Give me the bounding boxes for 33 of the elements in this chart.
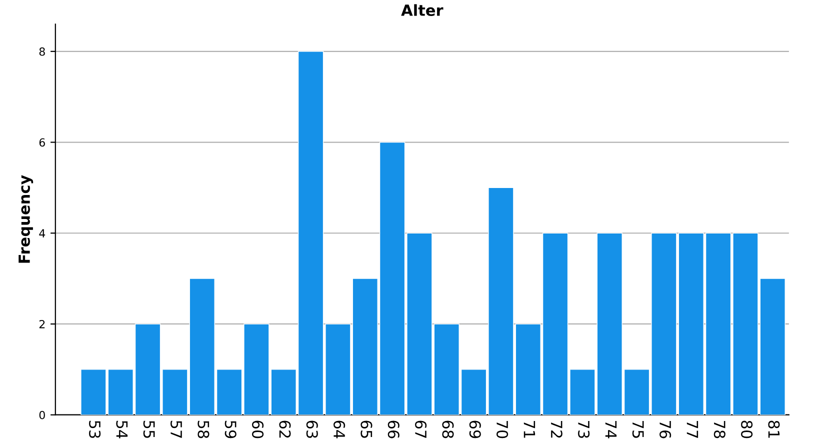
x-tick-label: 81 [768, 420, 780, 438]
y-tick-label: 0 [39, 410, 45, 420]
x-tick-label: 68 [442, 420, 454, 438]
x-tick-label: 57 [170, 420, 182, 438]
x-tick-label: 73 [578, 420, 590, 438]
x-tick-label: 66 [388, 420, 400, 438]
x-tick-label: 72 [551, 420, 562, 438]
x-tick-label: 75 [632, 420, 644, 438]
y-tick-label: 4 [39, 229, 46, 238]
x-tick-label: 59 [224, 420, 236, 438]
x-tick-label: 67 [415, 420, 427, 438]
x-tick-label: 64 [334, 420, 346, 438]
x-tick-label: 63 [306, 420, 318, 438]
y-tick-label: 2 [39, 320, 45, 328]
x-tick-label: 80 [741, 420, 753, 438]
x-tick-label: 74 [605, 420, 617, 438]
x-tick-label: 70 [496, 420, 508, 438]
x-tick-label: 77 [686, 420, 698, 438]
x-tick-label: 54 [116, 420, 128, 438]
y-tick-label: 6 [39, 138, 45, 147]
x-tick-label: 58 [198, 420, 210, 438]
chart-title: Alter [401, 4, 444, 16]
x-tick-label: 69 [469, 420, 481, 438]
x-tick-label: 65 [360, 420, 372, 438]
x-tick-label: 55 [143, 420, 155, 438]
x-tick-label: 60 [252, 420, 264, 438]
y-tick-label: 8 [39, 47, 45, 56]
x-tick-label: 53 [89, 420, 101, 438]
x-tick-label: 71 [524, 420, 536, 438]
y-axis-title: Frequency [18, 175, 34, 263]
x-tick-label: 62 [279, 420, 291, 438]
x-tick-label: 76 [660, 420, 672, 438]
x-tick-label: 78 [714, 420, 726, 438]
